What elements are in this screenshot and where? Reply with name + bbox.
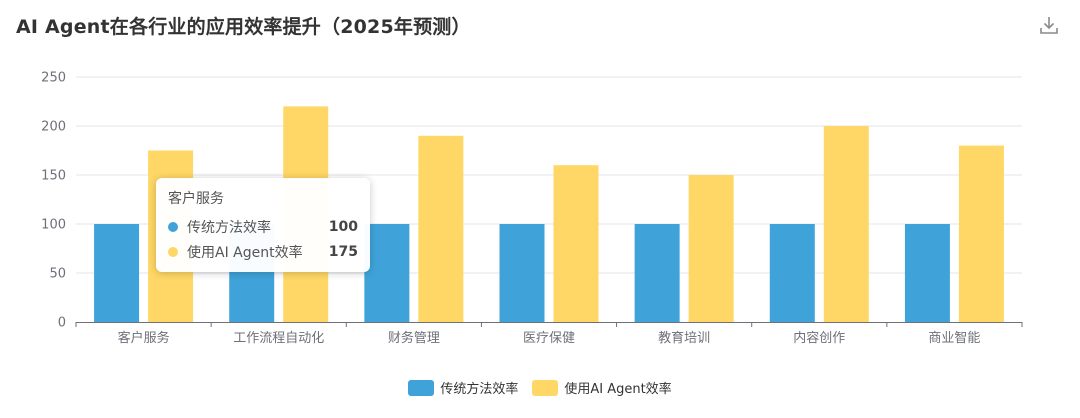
bar-traditional-5: [769, 224, 815, 322]
x-tick-label: 客户服务: [118, 330, 170, 346]
tooltip-name-ai-agent: 使用AI Agent效率: [187, 244, 303, 261]
legend-item-traditional[interactable]: 传统方法效率: [408, 378, 518, 397]
x-tick-label: 内容创作: [793, 330, 845, 346]
tooltip-name-traditional: 传统方法效率: [187, 219, 271, 236]
legend-label-ai-agent: 使用AI Agent效率: [564, 382, 672, 397]
x-tick-label: 医疗保健: [523, 331, 575, 346]
y-tick-label: 100: [41, 218, 66, 233]
legend-swatch-traditional: [408, 379, 435, 396]
y-tick-label: 250: [41, 71, 66, 86]
y-tick-label: 150: [41, 169, 66, 184]
bar-traditional-0: [94, 224, 140, 322]
chart-title: AI Agent在各行业的应用效率提升（2025年预测）: [16, 16, 471, 38]
bar-traditional-4: [634, 224, 680, 322]
bar-ai-agent-2: [418, 135, 464, 322]
tooltip-row-ai-agent: 使用AI Agent效率 175: [168, 239, 358, 264]
legend: 传统方法效率 使用AI Agent效率: [0, 378, 1080, 397]
tooltip-dot-traditional: [168, 221, 178, 232]
legend-item-ai-agent[interactable]: 使用AI Agent效率: [532, 378, 672, 397]
bar-ai-agent-5: [823, 126, 869, 322]
tooltip-value-traditional: 100: [328, 218, 358, 235]
download-icon: [1040, 17, 1058, 34]
download-button[interactable]: [1038, 14, 1060, 36]
x-tick-label: 教育培训: [658, 330, 710, 346]
x-tick-label: 财务管理: [388, 330, 440, 346]
y-tick-label: 50: [49, 267, 66, 282]
tooltip-row-traditional: 传统方法效率 100: [168, 214, 358, 239]
tooltip-value-ai-agent: 175: [328, 243, 358, 260]
y-tick-label: 200: [41, 120, 66, 135]
tooltip: 客户服务 传统方法效率 100 使用AI Agent效率 175: [156, 178, 370, 272]
x-tick-label: 工作流程自动化: [233, 331, 324, 346]
bar-ai-agent-3: [553, 165, 599, 322]
legend-swatch-ai-agent: [532, 379, 559, 396]
y-tick-label: 0: [58, 316, 66, 331]
bar-traditional-3: [499, 224, 545, 322]
bar-ai-agent-4: [688, 175, 734, 322]
tooltip-title: 客户服务: [168, 191, 224, 207]
bar-traditional-2: [364, 224, 410, 322]
legend-label-traditional: 传统方法效率: [440, 382, 519, 397]
y-axis-ticks: 0 50 100 150 200 250: [41, 71, 66, 331]
x-tick-label: 商业智能: [928, 331, 980, 346]
x-axis: 客户服务 工作流程自动化 财务管理 医疗保健 教育培训 内容创作 商业智能: [75, 322, 1023, 346]
bar-traditional-6: [904, 224, 950, 322]
tooltip-dot-ai-agent: [168, 246, 178, 257]
bar-ai-agent-6: [958, 145, 1004, 322]
